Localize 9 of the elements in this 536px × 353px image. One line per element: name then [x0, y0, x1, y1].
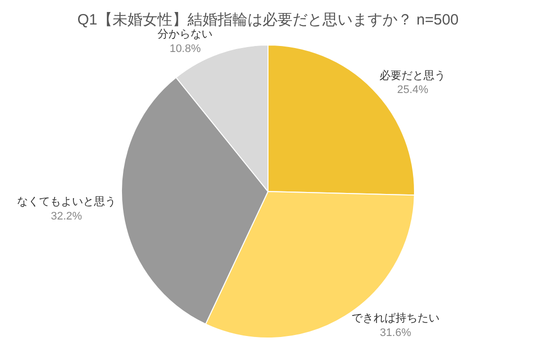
slice-label: 必要だと思う: [380, 68, 446, 82]
data-label: 31.6%: [380, 326, 412, 339]
slice-label: 分からない: [158, 28, 213, 41]
data-label: 10.8%: [170, 42, 201, 55]
data-label: 25.4%: [397, 84, 429, 96]
data-label: 32.2%: [50, 210, 82, 222]
slice-label: なくてもよいと思う: [16, 196, 116, 208]
chart-title: Q1【未婚女性】結婚指輪は必要だと思いますか？ n=500: [77, 12, 459, 29]
slice-label: できれば持ちたい: [352, 312, 440, 325]
